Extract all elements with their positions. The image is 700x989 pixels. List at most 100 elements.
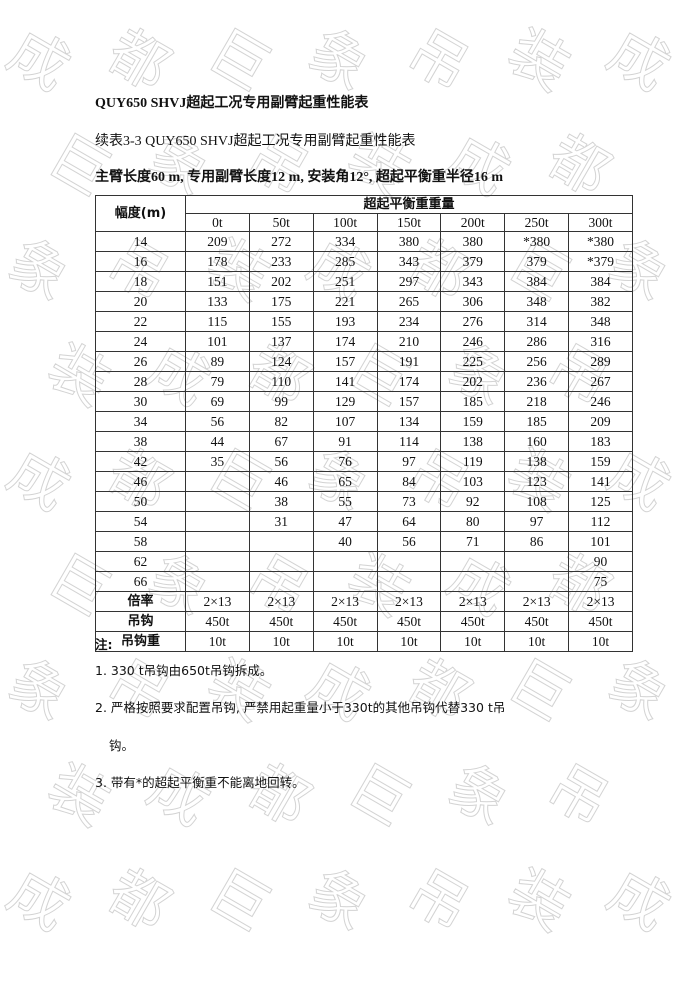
capacity-cell: 183 (568, 431, 633, 452)
capacity-cell: 251 (312, 271, 378, 292)
radius-cell: 42 (95, 451, 186, 472)
capacity-cell: 56 (376, 531, 442, 552)
capacity-cell: 297 (376, 271, 442, 292)
capacity-cell: 185 (504, 411, 570, 432)
capacity-cell: 246 (568, 391, 633, 412)
capacity-cell: 382 (568, 291, 633, 312)
capacity-cell: 141 (568, 471, 633, 492)
capacity-cell: 289 (568, 351, 633, 372)
capacity-cell: 101 (185, 331, 250, 352)
capacity-cell: 40 (312, 531, 378, 552)
note-item: 3. 带有*的超起平衡重不能离地回转。 (95, 775, 305, 790)
radius-cell: 18 (95, 271, 186, 292)
capacity-cell: 348 (568, 311, 633, 332)
table-row: 50 38 55 73 92 108 125 (95, 491, 633, 512)
capacity-cell: 55 (312, 491, 378, 512)
column-header: 0t (185, 213, 250, 232)
header-row: 幅度(m) 超起平衡重重量 (95, 195, 633, 232)
capacity-cell: 91 (312, 431, 378, 452)
table-row: 38 44 67 91 114 138 160 183 (95, 431, 633, 452)
capacity-cell: 75 (568, 571, 633, 592)
capacity-cell: 276 (440, 311, 506, 332)
notes-heading: 注: (95, 637, 113, 652)
capacity-cell: 209 (185, 231, 250, 252)
footer-cell: 2×13 (568, 591, 633, 612)
capacity-cell: 123 (504, 471, 570, 492)
capacity-cell: 71 (440, 531, 506, 552)
table-row: 16 178 233 285 343 379 379 *379 (95, 251, 633, 272)
capacity-cell: 134 (376, 411, 442, 432)
capacity-cell: 138 (440, 431, 506, 452)
capacity-cell: 236 (504, 371, 570, 392)
capacity-cell: 90 (568, 551, 633, 572)
capacity-cell: 178 (185, 251, 250, 272)
capacity-cell: 97 (376, 451, 442, 472)
capacity-cell: 225 (440, 351, 506, 372)
capacity-cell: 76 (312, 451, 378, 472)
table-row: 58 40 56 71 86 101 (95, 531, 633, 552)
capacity-cell: 31 (248, 511, 314, 532)
capacity-cell: 210 (376, 331, 442, 352)
capacity-cell: 56 (185, 411, 250, 432)
footer-cell: 450t (440, 611, 506, 632)
radius-cell: 16 (95, 251, 186, 272)
capacity-cell: 157 (376, 391, 442, 412)
table-row: 26 89 124 157 191 225 256 289 (95, 351, 633, 372)
capacity-cell: 314 (504, 311, 570, 332)
capacity-cell: 112 (568, 511, 633, 532)
capacity-cell: 185 (440, 391, 506, 412)
capacity-cell: 151 (185, 271, 250, 292)
capacity-cell: 46 (248, 471, 314, 492)
capacity-cell (504, 551, 570, 572)
counterweight-group-header: 超起平衡重重量 (185, 195, 633, 214)
footer-cell: 2×13 (504, 591, 570, 612)
capacity-cell: 234 (376, 311, 442, 332)
radius-cell: 50 (95, 491, 186, 512)
capacity-cell: 285 (312, 251, 378, 272)
footer-cell: 450t (504, 611, 570, 632)
footer-row: 吊钩 450t 450t 450t 450t 450t 450t 450t (95, 611, 633, 632)
capacity-cell: 160 (504, 431, 570, 452)
footer-cell: 2×13 (440, 591, 506, 612)
capacity-cell: 286 (504, 331, 570, 352)
footer-cell: 10t (568, 631, 633, 652)
capacity-cell: 221 (312, 291, 378, 312)
capacity-cell: 334 (312, 231, 378, 252)
capacity-cell: 343 (440, 271, 506, 292)
table-row: 22 115 155 193 234 276 314 348 (95, 311, 633, 332)
capacity-cell (440, 571, 506, 592)
capacity-cell (376, 551, 442, 572)
footer-row: 吊钩重 10t 10t 10t 10t 10t 10t 10t (95, 631, 633, 652)
radius-cell: 46 (95, 471, 186, 492)
table-row: 54 31 47 64 80 97 112 (95, 511, 633, 532)
radius-cell: 38 (95, 431, 186, 452)
capacity-cell (248, 551, 314, 572)
capacity-cell (185, 471, 250, 492)
radius-cell: 54 (95, 511, 186, 532)
capacity-cell (248, 571, 314, 592)
capacity-cell: 343 (376, 251, 442, 272)
capacity-cell: 69 (185, 391, 250, 412)
capacity-cell (185, 491, 250, 512)
capacity-cell: 246 (440, 331, 506, 352)
radius-cell: 58 (95, 531, 186, 552)
table-caption: 续表3-3 QUY650 SHVJ超起工况专用副臂起重性能表 (95, 134, 416, 149)
capacity-cell: 267 (568, 371, 633, 392)
capacity-cell: 159 (440, 411, 506, 432)
capacity-cell: 316 (568, 331, 633, 352)
capacity-cell: 157 (312, 351, 378, 372)
table-row: 30 69 99 129 157 185 218 246 (95, 391, 633, 412)
radius-cell: 20 (95, 291, 186, 312)
capacity-cell: 107 (312, 411, 378, 432)
capacity-cell: 56 (248, 451, 314, 472)
capacity-cell: 82 (248, 411, 314, 432)
capacity-cell: 103 (440, 471, 506, 492)
table-row: 46 46 65 84 103 123 141 (95, 471, 633, 492)
footer-cell: 10t (504, 631, 570, 652)
capacity-cell (312, 551, 378, 572)
load-chart-table: 幅度(m) 超起平衡重重量 0t 50t 100t 150t 200t 250t 300t … (95, 195, 633, 652)
capacity-cell: 47 (312, 511, 378, 532)
capacity-cell: 73 (376, 491, 442, 512)
radius-cell: 14 (95, 231, 186, 252)
